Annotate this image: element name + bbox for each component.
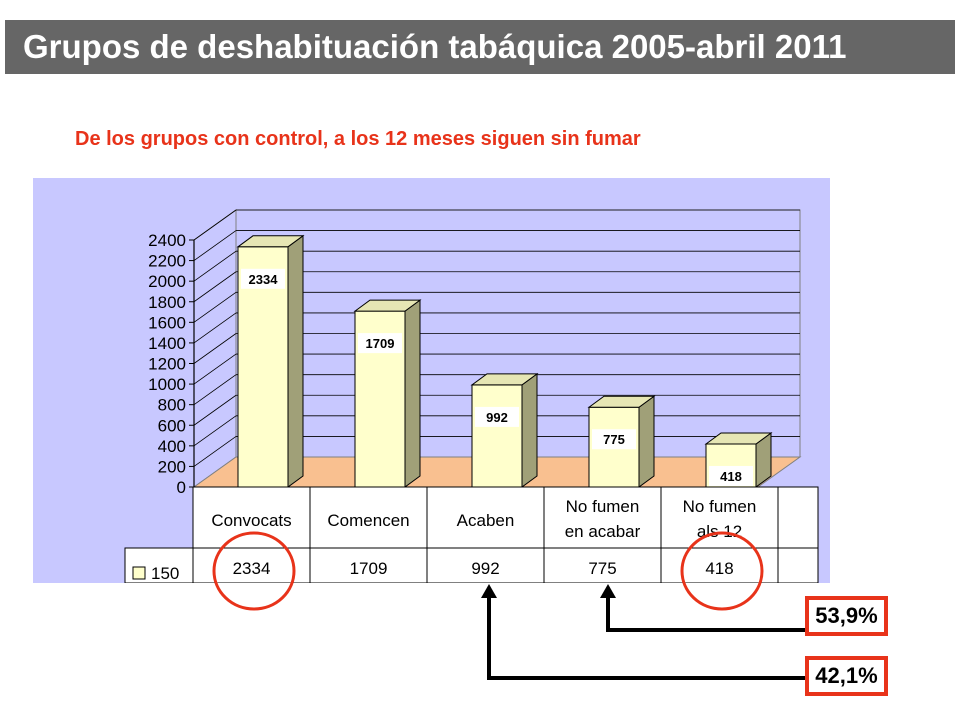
category-label: No fumen xyxy=(683,497,757,516)
y-tick-label: 1200 xyxy=(148,355,186,374)
arrow-53-line xyxy=(606,598,805,632)
page-title: Grupos de deshabituación tabáquica 2005-… xyxy=(23,28,847,65)
table-value: 1709 xyxy=(350,559,388,578)
bar-data-label-bg xyxy=(592,429,636,450)
bar-top xyxy=(353,299,422,312)
category-label: No fumen xyxy=(566,497,640,516)
legend-swatch xyxy=(132,566,146,580)
y-tick-label: 1800 xyxy=(148,293,186,312)
bar-top xyxy=(587,395,656,408)
bar-4: 418 xyxy=(704,431,773,488)
bar-data-label: 418 xyxy=(720,469,742,484)
bar-2: 992 xyxy=(470,372,539,488)
y-tick-label: 2200 xyxy=(148,252,186,271)
y-tick-label: 0 xyxy=(177,478,186,497)
bar-data-label: 775 xyxy=(603,432,625,447)
bar-top xyxy=(704,432,773,445)
gridline-diagonal xyxy=(193,292,237,323)
category-label: als 12 xyxy=(697,522,742,541)
bar-3: 775 xyxy=(587,395,656,488)
percent-53-badge: 53,9% xyxy=(805,596,888,636)
chart-subtitle: De los grupos con control, a los 12 mese… xyxy=(75,128,641,150)
title-bar: Grupos de deshabituación tabáquica 2005-… xyxy=(5,20,955,74)
bar-data-label-bg xyxy=(241,268,285,289)
arrow-42-line xyxy=(487,598,805,680)
gridline-diagonal xyxy=(193,394,237,426)
y-tick-label: 400 xyxy=(158,437,186,456)
gridline-diagonal xyxy=(193,312,237,344)
y-tick-label: 600 xyxy=(158,416,186,435)
bar-data-label: 1709 xyxy=(366,336,395,351)
gridline-diagonal xyxy=(193,436,237,467)
legend-series-name: 150 xyxy=(151,564,179,583)
percent-42-badge: 42,1% xyxy=(805,656,888,696)
table-value: 992 xyxy=(471,559,499,578)
bar-0: 2334 xyxy=(236,234,305,488)
y-tick-label: 200 xyxy=(158,457,186,476)
category-label: en acabar xyxy=(565,522,641,541)
bar-top xyxy=(470,373,539,386)
y-tick-label: 800 xyxy=(158,396,186,415)
table-value: 2334 xyxy=(233,559,271,578)
gridline-diagonal xyxy=(193,415,237,447)
bar-side xyxy=(287,234,304,488)
table-value: 418 xyxy=(705,559,733,578)
gridline-diagonal xyxy=(193,230,237,261)
y-tick-label: 1400 xyxy=(148,334,186,353)
gridline-diagonal xyxy=(193,353,237,385)
arrow-53-head xyxy=(600,584,616,598)
gridline-diagonal xyxy=(193,374,237,405)
bar-side xyxy=(404,299,421,488)
y-tick-label: 2400 xyxy=(148,231,186,250)
gridline-diagonal xyxy=(193,271,237,303)
bar-data-label-bg xyxy=(709,465,753,486)
category-label: Acaben xyxy=(457,511,515,530)
bar-data-label-bg xyxy=(358,333,402,354)
gridline-diagonal xyxy=(193,209,237,241)
gridline-diagonal xyxy=(193,250,237,282)
y-tick-label: 1600 xyxy=(148,313,186,332)
y-tick-label: 2000 xyxy=(148,272,186,291)
bar-side xyxy=(521,372,538,488)
category-label: Convocats xyxy=(211,511,291,530)
category-label: Comencen xyxy=(327,511,409,530)
gridline-diagonal xyxy=(193,333,237,364)
bar-1: 1709 xyxy=(353,299,422,488)
table-value: 775 xyxy=(588,559,616,578)
bar-data-label: 992 xyxy=(486,410,508,425)
bar-data-label-bg xyxy=(475,406,519,427)
bar-top xyxy=(236,235,305,248)
bar-data-label: 2334 xyxy=(249,272,279,287)
bar-front xyxy=(471,384,523,488)
y-tick-label: 1000 xyxy=(148,375,186,394)
bar-side xyxy=(638,395,655,488)
arrow-42-head xyxy=(481,584,497,598)
